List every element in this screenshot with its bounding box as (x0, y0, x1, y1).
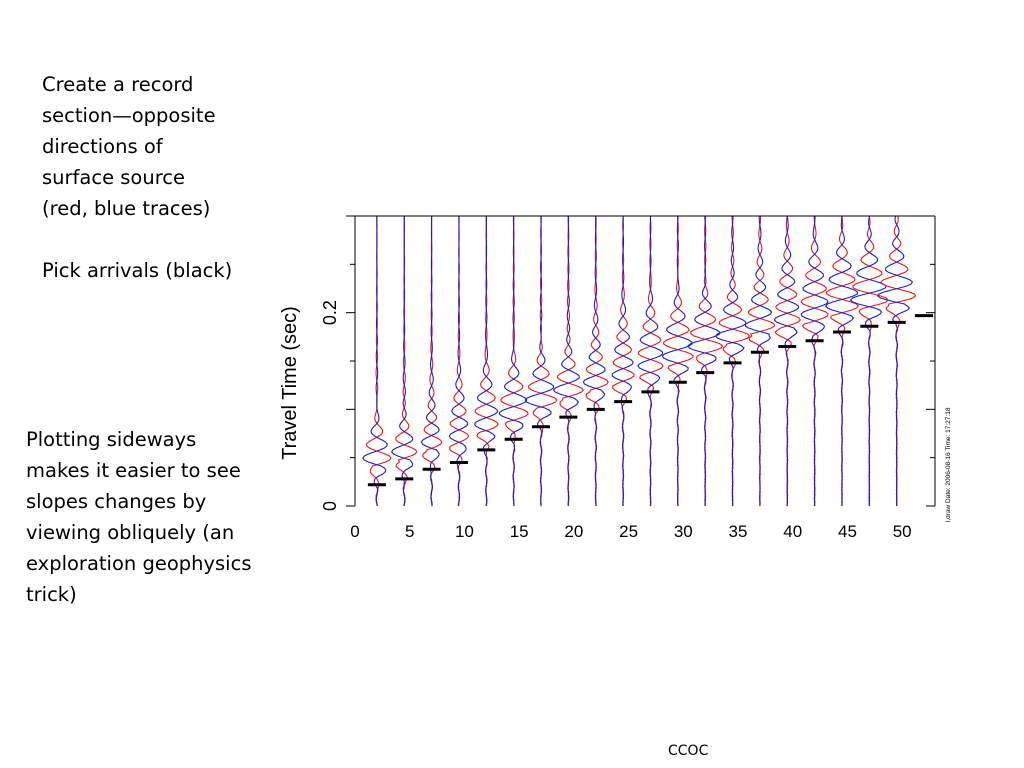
y-tick-label: 0 (320, 501, 340, 511)
trace-line (718, 215, 751, 507)
trace-line (714, 215, 747, 507)
note-line: directions of (42, 135, 163, 158)
footer-label: CCOC (668, 743, 709, 759)
trace-line (744, 215, 773, 507)
y-axis-label: Travel Time (sec) (279, 306, 301, 460)
trace-line (824, 216, 859, 507)
trace-line (637, 215, 664, 507)
note-line: viewing obliquely (an (26, 521, 235, 544)
x-tick-label: 45 (838, 522, 857, 541)
note-line: surface source (42, 166, 186, 189)
note-line: Plotting sideways (26, 428, 197, 451)
trace-line (448, 215, 469, 506)
trace-line (747, 215, 775, 507)
x-tick-label: 20 (564, 522, 583, 541)
x-tick-label: 5 (405, 522, 414, 541)
trace-line (852, 215, 889, 507)
x-tick-label: 25 (619, 522, 638, 541)
trace-line (880, 215, 917, 507)
trace-line (528, 216, 558, 507)
x-tick-label: 35 (729, 522, 748, 541)
trace-line (849, 215, 887, 507)
trace-line (498, 216, 528, 507)
trace-line (422, 216, 443, 507)
plot-frame: 0 0.2 0 5 10 15 20 25 30 35 40 45 50 (320, 215, 936, 541)
trace-line (362, 215, 388, 506)
note-plotting-sideways: Plotting sideways makes it easier to see… (26, 424, 251, 610)
x-tick-label: 0 (350, 522, 359, 541)
trace-line (552, 216, 580, 507)
trace-line (611, 215, 634, 507)
x-tick-label: 15 (510, 522, 529, 541)
trace-line (690, 215, 724, 507)
note-record-section: Create a record section—opposite directi… (42, 69, 216, 224)
note-line: slopes changes by (26, 490, 207, 513)
y-tick-label: 0.2 (320, 300, 340, 325)
note-line: section—opposite (42, 104, 216, 127)
note-line: trick) (26, 583, 77, 606)
seismic-traces (362, 215, 917, 507)
trace-line (582, 216, 606, 507)
x-tick-label: 40 (783, 522, 802, 541)
date-stamp: I,draw Date: 2006-08-16 Time: 17:27:18 (945, 407, 952, 522)
trace-line (661, 215, 693, 507)
trace-line (773, 215, 800, 507)
trace-line (877, 215, 914, 507)
trace-line (524, 216, 555, 507)
trace-line (500, 216, 529, 507)
arrival-picks (367, 314, 934, 487)
note-line: Create a record (42, 73, 194, 96)
trace-line (395, 216, 418, 507)
note-line: (red, blue traces) (42, 197, 211, 220)
trace-line (585, 216, 609, 507)
trace-line (557, 216, 584, 507)
x-tick-label: 50 (893, 522, 912, 541)
note-pick-arrivals: Pick arrivals (black) (42, 255, 232, 286)
note-line: Pick arrivals (black) (42, 259, 233, 282)
trace-line (663, 215, 694, 507)
x-tick-label: 30 (674, 522, 693, 541)
trace-line (420, 216, 440, 507)
note-line: makes it easier to see (26, 459, 241, 482)
trace-line (391, 216, 414, 507)
trace-line (473, 216, 498, 506)
note-line: exploration geophysics (26, 552, 252, 575)
trace-line (800, 215, 829, 507)
trace-line (687, 215, 721, 507)
x-tick-label: 10 (455, 522, 474, 541)
